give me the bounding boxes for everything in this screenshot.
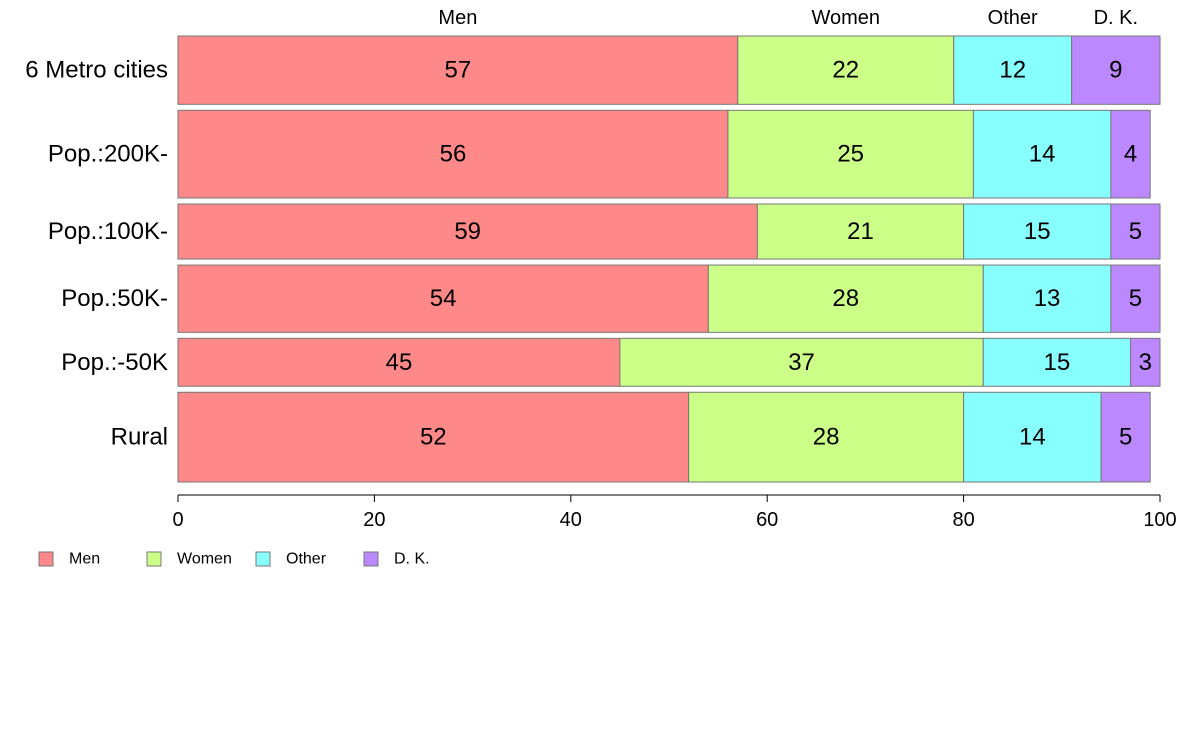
bar-segment-other-rural bbox=[963, 391, 1102, 483]
column-label-d-k: D. K. bbox=[1094, 7, 1138, 29]
legend-label-other: Other bbox=[286, 551, 327, 568]
data-label-men-6-metro-cities: 57 bbox=[445, 57, 472, 84]
x-tick-label-60: 60 bbox=[756, 509, 778, 531]
bar-segment-women-pop-50k bbox=[619, 337, 984, 387]
legend-label-women: Women bbox=[177, 551, 232, 568]
bar-segment-d-k-6-metro-cities bbox=[1071, 35, 1161, 105]
bar-segment-d-k-pop-200k bbox=[1110, 109, 1151, 199]
data-label-men-pop-200k: 56 bbox=[440, 141, 467, 168]
data-label-men-pop-100k: 59 bbox=[454, 218, 481, 245]
bar-segment-d-k-pop-50k bbox=[1110, 264, 1161, 333]
column-label-men: Men bbox=[438, 7, 477, 29]
category-label-pop-50k: Pop.:50K- bbox=[61, 285, 168, 312]
bar-segment-d-k-rural bbox=[1100, 391, 1151, 483]
data-label-d-k-pop-100k: 5 bbox=[1129, 218, 1142, 245]
bar-segment-men-pop-100k bbox=[177, 203, 758, 260]
data-label-other-6-metro-cities: 12 bbox=[999, 57, 1026, 84]
column-label-women: Women bbox=[811, 7, 880, 29]
legend-swatch-d-k bbox=[363, 551, 379, 567]
category-label-rural: Rural bbox=[111, 424, 168, 451]
x-tick-label-0: 0 bbox=[172, 509, 183, 531]
legend-swatch-men bbox=[38, 551, 54, 567]
bar-segment-other-6-metro-cities bbox=[953, 35, 1073, 105]
data-label-men-rural: 52 bbox=[420, 424, 447, 451]
x-tick-label-100: 100 bbox=[1143, 509, 1176, 531]
category-label-pop-200k: Pop.:200K- bbox=[48, 141, 168, 168]
bar-segment-d-k-pop-100k bbox=[1110, 203, 1161, 260]
bar-segment-men-rural bbox=[177, 391, 690, 483]
bar-segment-men-pop-50k bbox=[177, 337, 621, 387]
data-label-d-k-6-metro-cities: 9 bbox=[1109, 57, 1122, 84]
bar-segment-d-k-pop-50k bbox=[1130, 337, 1161, 387]
category-label-pop-50k: Pop.:-50K bbox=[61, 349, 168, 376]
legend-label-men: Men bbox=[69, 551, 100, 568]
category-label-pop-100k: Pop.:100K- bbox=[48, 218, 168, 245]
data-label-women-pop-200k: 25 bbox=[837, 141, 864, 168]
data-label-women-pop-50k: 28 bbox=[832, 285, 859, 312]
data-label-d-k-pop-50k: 3 bbox=[1139, 349, 1152, 376]
data-label-d-k-pop-200k: 4 bbox=[1124, 141, 1137, 168]
bar-segment-men-6-metro-cities bbox=[177, 35, 739, 105]
category-label-6-metro-cities: 6 Metro cities bbox=[25, 57, 168, 84]
x-tick-label-20: 20 bbox=[363, 509, 385, 531]
data-label-other-pop-50k: 15 bbox=[1044, 349, 1071, 376]
bar-segment-men-pop-50k bbox=[177, 264, 709, 333]
x-tick-label-40: 40 bbox=[560, 509, 582, 531]
data-label-men-pop-50k: 45 bbox=[386, 349, 413, 376]
data-label-d-k-rural: 5 bbox=[1119, 424, 1132, 451]
data-label-other-pop-100k: 15 bbox=[1024, 218, 1051, 245]
legend-swatch-women bbox=[146, 551, 162, 567]
data-label-women-6-metro-cities: 22 bbox=[832, 57, 859, 84]
x-tick-label-80: 80 bbox=[952, 509, 974, 531]
data-label-other-pop-50k: 13 bbox=[1034, 285, 1061, 312]
bar-segment-women-pop-200k bbox=[727, 109, 974, 199]
bar-segment-women-pop-100k bbox=[756, 203, 965, 260]
bar-segment-women-pop-50k bbox=[707, 264, 984, 333]
column-label-other: Other bbox=[988, 7, 1038, 29]
data-label-women-pop-100k: 21 bbox=[847, 218, 874, 245]
data-label-other-pop-200k: 14 bbox=[1029, 141, 1056, 168]
data-label-women-pop-50k: 37 bbox=[788, 349, 815, 376]
bar-segment-other-pop-50k bbox=[982, 264, 1112, 333]
data-label-other-rural: 14 bbox=[1019, 424, 1046, 451]
data-label-women-rural: 28 bbox=[813, 424, 840, 451]
bar-segment-women-rural bbox=[688, 391, 965, 483]
bar-segment-other-pop-200k bbox=[972, 109, 1112, 199]
data-label-d-k-pop-50k: 5 bbox=[1129, 285, 1142, 312]
bar-segment-women-6-metro-cities bbox=[737, 35, 955, 105]
bar-segment-other-pop-50k bbox=[982, 337, 1132, 387]
legend-label-d-k: D. K. bbox=[394, 551, 430, 568]
data-label-men-pop-50k: 54 bbox=[430, 285, 457, 312]
legend-swatch-other bbox=[255, 551, 271, 567]
bar-segment-men-pop-200k bbox=[177, 109, 729, 199]
